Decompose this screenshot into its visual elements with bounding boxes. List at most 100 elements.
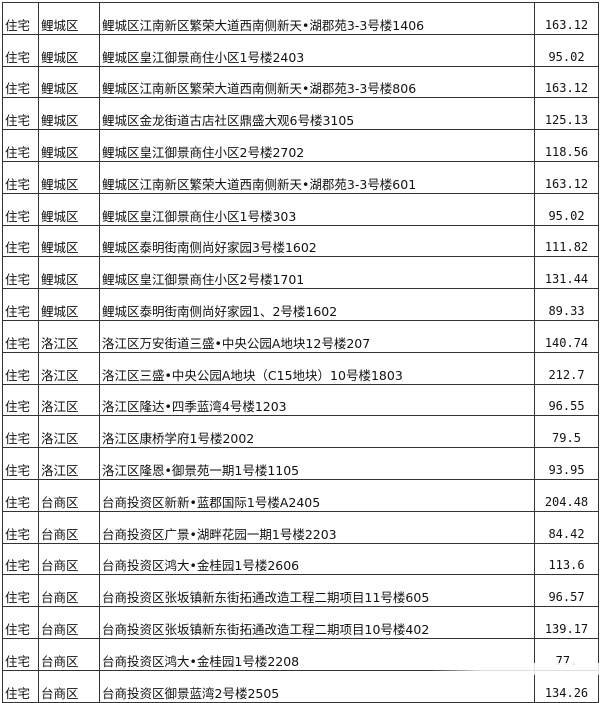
district-cell: 洛江区 bbox=[38, 319, 100, 353]
area-cell: 163.12 bbox=[534, 2, 599, 35]
address-cell: 鲤城区皇江御景商住小区1号楼2403 bbox=[99, 33, 535, 67]
table-row: 住宅 鲤城区 鲤城区泰明街南侧尚好家园1、2号楼1602 89.33 bbox=[2, 288, 599, 321]
property-type-cell: 住宅 bbox=[2, 637, 39, 671]
property-type-cell: 住宅 bbox=[2, 129, 39, 162]
area-cell: 95.02 bbox=[534, 33, 599, 67]
address-cell: 鲤城区皇江御景商住小区1号楼303 bbox=[99, 192, 535, 226]
address-cell: 鲤城区泰明街南侧尚好家园3号楼1602 bbox=[99, 224, 535, 258]
area-cell: 89.33 bbox=[534, 288, 599, 321]
property-type-cell: 住宅 bbox=[2, 351, 39, 385]
table-row: 住宅 台商区 台商投资区鸿大•金桂园1号楼2208 77. bbox=[2, 637, 599, 671]
property-type-cell: 住宅 bbox=[2, 319, 39, 353]
property-type-cell: 住宅 bbox=[2, 288, 39, 321]
table-row: 住宅 洛江区 洛江区隆达•四季蓝湾4号楼1203 96.55 bbox=[2, 383, 599, 417]
property-type-cell: 住宅 bbox=[2, 33, 39, 67]
district-cell: 鲤城区 bbox=[38, 2, 100, 35]
address-cell: 鲤城区皇江御景商住小区2号楼1701 bbox=[99, 256, 535, 290]
table-row: 住宅 台商区 台商投资区张坂镇新东街拓通改造工程二期项目11号楼605 96.57 bbox=[2, 574, 599, 608]
district-cell: 鲤城区 bbox=[38, 224, 100, 258]
table-row: 住宅 洛江区 洛江区三盛•中央公园A地块（C15地块）10号楼1803 212.7 bbox=[2, 351, 599, 385]
property-type-cell: 住宅 bbox=[2, 510, 39, 544]
area-cell: 79.5 bbox=[534, 415, 599, 449]
address-cell: 台商投资区张坂镇新东街拓通改造工程二期项目11号楼605 bbox=[99, 574, 535, 608]
address-cell: 鲤城区江南新区繁荣大道西南侧新天•湖郡苑3-3号楼601 bbox=[99, 160, 535, 194]
area-cell: 140.74 bbox=[534, 319, 599, 353]
table-row: 住宅 洛江区 洛江区隆恩•御景苑一期1号楼1105 93.95 bbox=[2, 447, 599, 480]
table-row: 住宅 鲤城区 鲤城区江南新区繁荣大道西南侧新天•湖郡苑3-3号楼1406 163.12 bbox=[2, 2, 599, 35]
property-type-cell: 住宅 bbox=[2, 383, 39, 417]
address-cell: 鲤城区皇江御景商住小区2号楼2702 bbox=[99, 129, 535, 162]
area-cell: 118.56 bbox=[534, 129, 599, 162]
district-cell: 洛江区 bbox=[38, 415, 100, 449]
district-cell: 鲤城区 bbox=[38, 192, 100, 226]
address-cell: 台商投资区广景•湖畔花园一期1号楼2203 bbox=[99, 510, 535, 544]
property-type-cell: 住宅 bbox=[2, 478, 39, 512]
property-type-cell: 住宅 bbox=[2, 669, 39, 703]
area-cell: 134.26 bbox=[534, 669, 599, 703]
address-cell: 鲤城区江南新区繁荣大道西南侧新天•湖郡苑3-3号楼1406 bbox=[99, 2, 535, 35]
property-type-cell: 住宅 bbox=[2, 606, 39, 639]
address-cell: 鲤城区江南新区繁荣大道西南侧新天•湖郡苑3-3号楼806 bbox=[99, 65, 535, 99]
address-cell: 台商投资区张坂镇新东街拓通改造工程二期项目10号楼402 bbox=[99, 606, 535, 639]
table-row: 住宅 鲤城区 鲤城区皇江御景商住小区1号楼303 95.02 bbox=[2, 192, 599, 226]
property-type-cell: 住宅 bbox=[2, 256, 39, 290]
district-cell: 台商区 bbox=[38, 637, 100, 671]
address-cell: 洛江区隆达•四季蓝湾4号楼1203 bbox=[99, 383, 535, 417]
table-row: 住宅 鲤城区 鲤城区泰明街南侧尚好家园3号楼1602 111.82 bbox=[2, 224, 599, 258]
district-cell: 鲤城区 bbox=[38, 288, 100, 321]
district-cell: 鲤城区 bbox=[38, 256, 100, 290]
table-row: 住宅 台商区 台商投资区广景•湖畔花园一期1号楼2203 84.42 bbox=[2, 510, 599, 544]
address-cell: 鲤城区金龙街道古店社区鼎盛大观6号楼3105 bbox=[99, 97, 535, 131]
table-row: 住宅 台商区 台商投资区御景蓝湾2号楼2505 134.26 bbox=[2, 669, 599, 703]
district-cell: 台商区 bbox=[38, 478, 100, 512]
district-cell: 鲤城区 bbox=[38, 129, 100, 162]
property-type-cell: 住宅 bbox=[2, 542, 39, 576]
property-type-cell: 住宅 bbox=[2, 192, 39, 226]
table-row: 住宅 鲤城区 鲤城区江南新区繁荣大道西南侧新天•湖郡苑3-3号楼601 163.12 bbox=[2, 160, 599, 194]
district-cell: 洛江区 bbox=[38, 383, 100, 417]
property-type-cell: 住宅 bbox=[2, 160, 39, 194]
table-row: 住宅 台商区 台商投资区新新•蓝郡国际1号楼A2405 204.48 bbox=[2, 478, 599, 512]
area-cell: 139.17 bbox=[534, 606, 599, 639]
area-cell: 113.6 bbox=[534, 542, 599, 576]
area-cell: 96.57 bbox=[534, 574, 599, 608]
address-cell: 台商投资区鸿大•金桂园1号楼2606 bbox=[99, 542, 535, 576]
district-cell: 台商区 bbox=[38, 574, 100, 608]
area-cell: 93.95 bbox=[534, 447, 599, 480]
area-cell: 212.7 bbox=[534, 351, 599, 385]
area-cell: 95.02 bbox=[534, 192, 599, 226]
property-type-cell: 住宅 bbox=[2, 97, 39, 131]
table-row: 住宅 鲤城区 鲤城区江南新区繁荣大道西南侧新天•湖郡苑3-3号楼806 163.12 bbox=[2, 65, 599, 99]
watermark bbox=[430, 663, 600, 675]
table-row: 住宅 洛江区 洛江区万安街道三盛•中央公园A地块12号楼207 140.74 bbox=[2, 319, 599, 353]
area-cell: 96.55 bbox=[534, 383, 599, 417]
address-cell: 鲤城区泰明街南侧尚好家园1、2号楼1602 bbox=[99, 288, 535, 321]
district-cell: 台商区 bbox=[38, 606, 100, 639]
address-cell: 台商投资区新新•蓝郡国际1号楼A2405 bbox=[99, 478, 535, 512]
property-type-cell: 住宅 bbox=[2, 447, 39, 480]
district-cell: 鲤城区 bbox=[38, 33, 100, 67]
district-cell: 鲤城区 bbox=[38, 65, 100, 99]
table-row: 住宅 鲤城区 鲤城区皇江御景商住小区1号楼2403 95.02 bbox=[2, 33, 599, 67]
area-cell: 204.48 bbox=[534, 478, 599, 512]
district-cell: 台商区 bbox=[38, 510, 100, 544]
district-cell: 台商区 bbox=[38, 542, 100, 576]
area-cell: 163.12 bbox=[534, 160, 599, 194]
property-type-cell: 住宅 bbox=[2, 224, 39, 258]
property-type-cell: 住宅 bbox=[2, 415, 39, 449]
property-type-cell: 住宅 bbox=[2, 65, 39, 99]
district-cell: 台商区 bbox=[38, 669, 100, 703]
district-cell: 洛江区 bbox=[38, 447, 100, 480]
area-cell: 84.42 bbox=[534, 510, 599, 544]
area-cell: 163.12 bbox=[534, 65, 599, 99]
table-row: 住宅 鲤城区 鲤城区金龙街道古店社区鼎盛大观6号楼3105 125.13 bbox=[2, 97, 599, 131]
table-row: 住宅 台商区 台商投资区张坂镇新东街拓通改造工程二期项目10号楼402 139.17 bbox=[2, 606, 599, 639]
area-cell: 111.82 bbox=[534, 224, 599, 258]
address-cell: 洛江区隆恩•御景苑一期1号楼1105 bbox=[99, 447, 535, 480]
district-cell: 鲤城区 bbox=[38, 160, 100, 194]
district-cell: 洛江区 bbox=[38, 351, 100, 385]
address-cell: 洛江区三盛•中央公园A地块（C15地块）10号楼1803 bbox=[99, 351, 535, 385]
area-cell: 125.13 bbox=[534, 97, 599, 131]
